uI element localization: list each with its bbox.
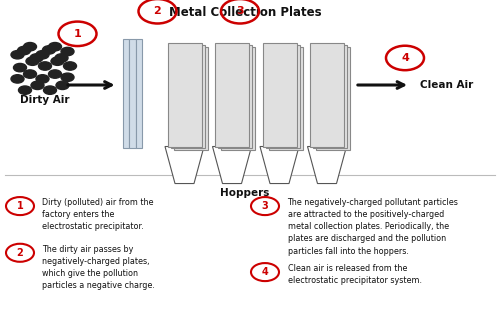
Bar [218,45,252,148]
Circle shape [61,73,74,81]
Bar [310,43,344,147]
Circle shape [31,81,44,90]
Text: 2: 2 [16,248,24,258]
Bar [316,47,350,150]
Text: Dirty Air: Dirty Air [20,95,70,105]
Text: The dirty air passes by
negatively-charged plates,
which give the pollution
part: The dirty air passes by negatively-charg… [42,245,156,290]
Circle shape [48,43,62,51]
Circle shape [24,70,36,78]
Bar [268,47,302,150]
Circle shape [11,75,24,83]
Text: 2: 2 [154,6,162,16]
Text: 1: 1 [74,29,82,39]
Bar [129,39,136,148]
Bar [168,43,202,147]
Text: 1: 1 [16,201,24,211]
Circle shape [11,51,24,59]
Bar [266,45,300,148]
Bar [215,43,249,147]
Bar [262,43,296,147]
Text: Hoppers: Hoppers [220,188,270,198]
Circle shape [26,57,39,65]
Circle shape [18,46,30,55]
Bar [170,45,204,148]
Circle shape [42,46,56,54]
Polygon shape [165,147,204,184]
Text: 3: 3 [262,201,268,211]
Bar [136,39,142,148]
Circle shape [51,57,64,65]
Circle shape [44,86,57,94]
Polygon shape [308,147,346,184]
Text: 4: 4 [401,53,409,63]
Text: 4: 4 [262,267,268,277]
Circle shape [18,86,32,94]
Bar [122,39,129,148]
Bar [313,45,347,148]
Text: Metal Collection Plates: Metal Collection Plates [168,6,322,19]
Circle shape [38,62,52,70]
Circle shape [61,47,74,56]
Circle shape [30,54,43,62]
Bar [221,47,255,150]
Circle shape [56,81,69,90]
Circle shape [48,70,62,78]
Circle shape [36,75,49,83]
Bar [174,47,208,150]
Text: 3: 3 [236,6,244,16]
Text: Clean Air: Clean Air [420,80,473,90]
Circle shape [36,51,49,59]
Circle shape [64,62,76,70]
Text: Clean air is released from the
electrostatic precipitator system.: Clean air is released from the electrost… [288,264,422,285]
Circle shape [14,63,26,72]
Text: Dirty (polluted) air from the
factory enters the
electrostatic precipitator.: Dirty (polluted) air from the factory en… [42,198,154,231]
Text: The negatively-charged pollutant particles
are attracted to the positively-charg: The negatively-charged pollutant particl… [288,198,458,256]
Circle shape [24,43,36,51]
Polygon shape [260,147,299,184]
Polygon shape [212,147,252,184]
Circle shape [55,54,68,62]
